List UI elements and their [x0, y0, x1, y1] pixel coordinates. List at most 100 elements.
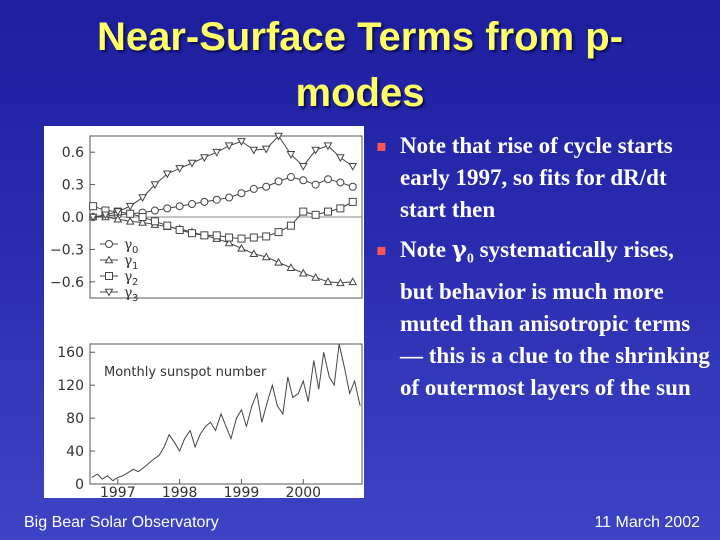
series-2-point	[262, 232, 271, 241]
series-3-point	[200, 154, 209, 163]
y-tick-label: 0.3	[62, 178, 84, 194]
series-2-point	[163, 221, 172, 230]
series-3-point	[298, 162, 308, 171]
series-0-point	[225, 193, 234, 202]
series-3-point	[212, 148, 222, 157]
series-line-2	[92, 201, 353, 240]
series-1-point	[237, 243, 246, 252]
series-2-point	[299, 207, 308, 216]
series-3-point	[348, 162, 358, 171]
series-3-point	[311, 146, 320, 155]
series-0-point	[237, 189, 246, 198]
sunspot-series-line	[91, 343, 361, 482]
series-1-point	[348, 277, 358, 286]
gamma-subscript: 0	[466, 251, 474, 267]
series-0-point	[311, 180, 320, 189]
series-1-point	[125, 216, 135, 225]
series-1-point	[113, 214, 123, 223]
y-tick-label: 0.6	[62, 145, 84, 161]
series-2-point	[225, 233, 234, 242]
series-1-point	[311, 272, 320, 281]
sunspot-chart-title: Monthly sunspot number	[104, 365, 267, 380]
series-1-point	[336, 278, 345, 287]
series-1-point	[138, 217, 147, 226]
series-0-point	[188, 200, 196, 209]
footer-left: Big Bear Solar Observatory	[24, 514, 219, 531]
x-tick-label: 1998	[162, 485, 198, 498]
series-2-point	[89, 202, 98, 211]
series-2-point	[348, 197, 357, 206]
series-0-point	[175, 202, 184, 211]
series-3-point	[224, 142, 234, 151]
series-2-point	[188, 229, 196, 238]
series-3-point	[101, 211, 110, 220]
series-3-point	[162, 170, 172, 179]
series-0-point	[336, 178, 345, 187]
series-2-point	[237, 234, 246, 243]
series-0-point	[274, 177, 283, 186]
legend-label-0: γ	[124, 237, 132, 253]
series-line-3	[93, 135, 354, 218]
bullet-marker-icon: ▪	[376, 136, 387, 155]
y-tick-label: −0.3	[50, 242, 84, 258]
series-3-point	[336, 154, 345, 163]
series-line-1	[93, 216, 353, 284]
series-2-point	[274, 228, 283, 237]
sunspot-chart: 160 120 80 40 0 1997 1998 1999 2000 Monthly sunsp…	[57, 343, 363, 498]
series-2-point	[200, 231, 209, 240]
series-2-point	[138, 213, 147, 221]
legend-marker-0	[105, 240, 113, 248]
legend-sub-3: 3	[132, 293, 138, 304]
series-3-point	[286, 151, 296, 159]
series-0-point	[262, 182, 271, 191]
series-2-point	[311, 210, 320, 219]
series-2-point	[249, 233, 258, 242]
series-0-point	[299, 176, 308, 185]
gamma-symbol: γ	[451, 236, 467, 263]
figure-panel: 0.6 0.3 0.0 −0.3 −0.6 γ 0 γ 1 γ 2 γ 3 160 120 80 40 0 199…	[44, 126, 364, 498]
series-2-point	[324, 207, 332, 216]
legend-marker-2	[105, 272, 113, 280]
series-2-point	[286, 221, 295, 230]
near-surface-terms-chart: 0.60.30.0−0.3−0.6γ 0γ 1γ 2γ 3	[50, 132, 363, 304]
y-tick-label: 160	[57, 345, 84, 361]
bullet-marker-icon: ▪	[376, 240, 387, 259]
series-3-point	[274, 132, 283, 141]
series-line-0	[93, 176, 353, 218]
y-tick-label: 0.0	[62, 210, 84, 226]
series-0-point	[249, 184, 258, 193]
bullet-list: ▪ Note that rise of cycle starts early 1…	[376, 130, 712, 404]
series-1-point	[323, 277, 333, 286]
series-0-point	[163, 204, 172, 213]
series-3-point	[237, 138, 246, 146]
legend-label-1: γ	[124, 253, 132, 269]
series-1-point	[298, 268, 308, 277]
y-tick-label: 0	[75, 477, 84, 493]
series-0-point	[348, 182, 357, 191]
slide-title-line1: Near-Surface Terms from p-	[96, 15, 624, 59]
legend-marker-1	[104, 255, 114, 264]
x-tick-label: 1999	[224, 485, 260, 498]
series-3-point	[138, 194, 147, 203]
series-0-point	[150, 206, 159, 215]
series-1-point	[224, 238, 234, 247]
series-3-point	[187, 159, 197, 168]
series-2-point	[336, 204, 345, 213]
bullet-text-1: Note that rise of cycle starts early 199…	[400, 133, 673, 222]
series-2-point	[175, 225, 184, 234]
y-tick-label: 120	[57, 378, 84, 394]
series-1-point	[261, 252, 271, 261]
legend-sub-1: 1	[132, 261, 138, 272]
series-0-point	[212, 195, 221, 204]
y-tick-label: 40	[66, 444, 84, 460]
series-2-point	[126, 209, 135, 218]
y-tick-label: 80	[66, 411, 84, 427]
bullet-item-2: ▪ Note γ0 systematically rises, but beha…	[376, 234, 712, 404]
series-2-point	[212, 231, 221, 240]
y-tick-label: −0.6	[50, 275, 84, 291]
series-2-point	[150, 217, 159, 226]
series-1-point	[274, 257, 283, 266]
legend-label-3: γ	[124, 285, 132, 301]
legend-sub-2: 2	[132, 277, 138, 288]
